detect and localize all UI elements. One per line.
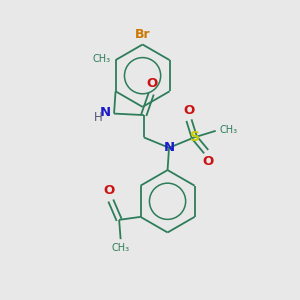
Text: O: O [146,77,158,90]
Text: O: O [104,184,115,197]
Text: CH₃: CH₃ [112,243,130,253]
Text: S: S [190,130,200,144]
Text: O: O [183,103,195,117]
Text: N: N [100,106,111,118]
Text: O: O [202,155,213,168]
Text: CH₃: CH₃ [92,54,110,64]
Text: Br: Br [135,28,150,41]
Text: CH₃: CH₃ [219,124,237,135]
Text: H: H [94,111,103,124]
Text: N: N [164,141,175,154]
